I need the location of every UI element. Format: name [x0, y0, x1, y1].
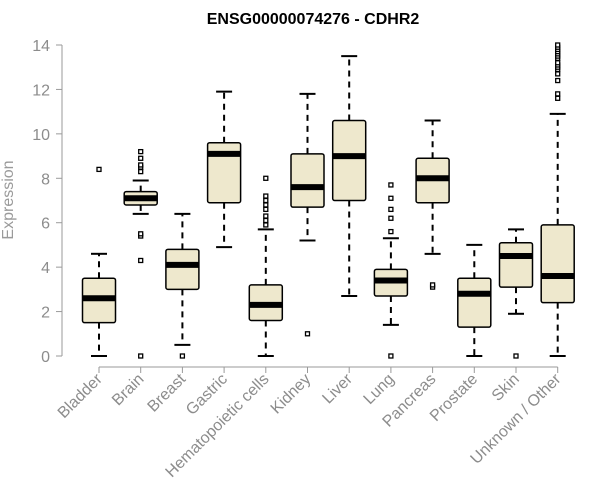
outlier-point — [555, 91, 561, 97]
iqr-box — [498, 241, 534, 288]
outlier-point — [304, 331, 311, 337]
outlier-point — [138, 353, 144, 359]
box-pancreas — [415, 119, 450, 290]
outlier-point — [388, 182, 394, 188]
outlier-point — [263, 222, 269, 228]
box-gastric — [206, 90, 242, 249]
y-tick-label: 4 — [41, 260, 50, 277]
x-tick-label: Kidney — [268, 371, 315, 418]
y-tick-label: 2 — [41, 305, 50, 322]
outlier-point — [179, 353, 186, 359]
outlier-point — [138, 231, 144, 237]
outlier-point — [138, 162, 144, 168]
box-kidney — [290, 92, 325, 337]
outlier-point — [138, 257, 144, 264]
box-liver — [331, 55, 367, 298]
iqr-box — [331, 119, 367, 202]
y-axis-label: Expression — [0, 160, 17, 239]
chart-title: ENSG00000074276 - CDHR2 — [207, 11, 420, 28]
box-skin — [498, 228, 534, 359]
outlier-point — [388, 353, 394, 359]
outlier-point — [429, 282, 436, 288]
y-axis: 0 2 4 6 8 10 12 14 — [32, 38, 63, 366]
outlier-point — [388, 206, 394, 213]
outlier-point — [555, 60, 561, 66]
x-tick-label: Skin — [489, 371, 523, 405]
outlier-point — [263, 193, 269, 199]
outlier-point — [263, 217, 269, 224]
box-brain — [123, 148, 158, 359]
box-bladder — [81, 166, 117, 357]
outlier-point — [555, 77, 561, 84]
box-breast — [165, 212, 200, 359]
outlier-point — [96, 166, 102, 173]
x-tick-label: Lung — [361, 371, 398, 408]
outlier-point — [513, 353, 519, 359]
outlier-point — [555, 71, 561, 77]
outlier-point — [555, 95, 561, 101]
iqr-box — [290, 153, 325, 208]
box-unknown-other — [540, 42, 575, 357]
y-tick-label: 12 — [32, 82, 50, 99]
outlier-point — [388, 195, 394, 201]
outlier-point — [388, 228, 394, 235]
outlier-point — [138, 148, 144, 155]
y-tick-label: 14 — [32, 38, 50, 55]
outlier-point — [263, 197, 269, 204]
iqr-box — [206, 141, 242, 204]
x-tick-label: Breast — [145, 370, 190, 415]
outlier-point — [263, 206, 269, 213]
outlier-point — [263, 202, 269, 208]
y-tick-label: 0 — [41, 349, 50, 366]
x-tick-label: Liver — [319, 370, 356, 407]
iqr-box — [540, 224, 575, 304]
x-tick-label: Brain — [109, 371, 147, 409]
y-tick-label: 10 — [32, 127, 50, 144]
iqr-box — [165, 248, 200, 291]
plot-area — [81, 42, 575, 359]
outlier-point — [138, 155, 144, 161]
outlier-point — [555, 42, 561, 48]
box-hematopoietic-cells — [248, 175, 284, 357]
outlier-point — [388, 215, 394, 221]
box-prostate — [457, 243, 492, 357]
iqr-box — [457, 277, 492, 328]
outlier-point — [263, 175, 269, 181]
box-lung — [373, 182, 409, 359]
outlier-point — [263, 213, 269, 219]
y-tick-label: 6 — [41, 216, 50, 233]
y-tick-label: 8 — [41, 171, 50, 188]
outlier-point — [138, 168, 144, 175]
x-tick-label: Bladder — [55, 370, 106, 421]
